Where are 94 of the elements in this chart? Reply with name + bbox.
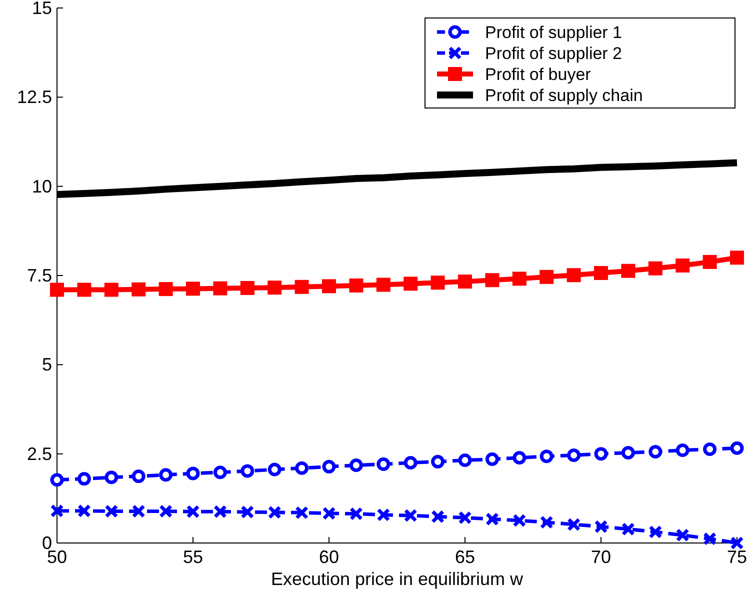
point: [485, 512, 499, 526]
legend-label: Profit of supplier 2: [485, 44, 622, 63]
legend-label: Profit of buyer: [485, 65, 592, 84]
point: [213, 504, 227, 518]
y-tick-label: 10: [32, 176, 52, 196]
point: [648, 444, 662, 458]
point: [566, 268, 581, 282]
point: [322, 279, 336, 294]
point: [512, 272, 526, 286]
point: [540, 516, 554, 530]
x-axis-title: Execution price in equilibrium w: [270, 569, 524, 589]
point: [730, 536, 744, 550]
point: [404, 456, 418, 470]
point: [404, 276, 418, 291]
point: [159, 468, 173, 482]
point: [621, 446, 635, 460]
point: [676, 528, 690, 542]
point: [567, 518, 581, 532]
point: [213, 466, 227, 480]
y-tick-label: 15: [32, 0, 52, 18]
point: [349, 278, 364, 292]
point: [186, 504, 200, 518]
point: [376, 508, 390, 522]
x-tick-label: 60: [318, 547, 340, 567]
y-tick-label: 2.5: [26, 444, 52, 464]
legend-label: Profit of supply chain: [485, 86, 643, 105]
point: [458, 510, 472, 524]
point: [540, 270, 554, 284]
point: [512, 514, 526, 528]
point: [213, 281, 228, 296]
point: [349, 458, 363, 472]
point: [104, 504, 118, 518]
point: [295, 506, 309, 520]
point: [458, 454, 472, 468]
point: [132, 282, 146, 296]
point: [567, 448, 581, 462]
point: [676, 258, 690, 273]
point: [703, 532, 717, 546]
point: [730, 250, 744, 265]
point: [50, 473, 64, 487]
point: [77, 504, 91, 518]
point: [77, 472, 91, 486]
point: [702, 254, 717, 269]
point: [349, 507, 363, 521]
point: [485, 452, 499, 466]
x-tick-label: 65: [454, 547, 476, 567]
point: [594, 520, 608, 534]
point: [404, 508, 418, 522]
point: [621, 522, 635, 536]
point: [240, 464, 254, 478]
point: [322, 460, 336, 474]
point: [431, 454, 445, 468]
y-tick-label: 12.5: [16, 87, 52, 108]
point: [594, 447, 608, 461]
point: [322, 506, 336, 520]
point: [132, 470, 146, 484]
point: [648, 525, 662, 539]
point: [240, 505, 254, 519]
point: [730, 441, 744, 455]
point: [268, 280, 282, 295]
point: [431, 510, 445, 524]
point: [594, 266, 608, 280]
x-tick-label: 55: [182, 547, 204, 567]
point: [104, 282, 118, 297]
point: [158, 282, 173, 296]
point: [240, 280, 254, 295]
point: [512, 451, 526, 465]
y-tick-label: 7.5: [26, 266, 52, 286]
point: [295, 461, 309, 475]
point: [268, 506, 282, 520]
point: [376, 278, 390, 292]
point: [186, 282, 200, 296]
point: [458, 274, 472, 289]
point: [159, 504, 173, 518]
legend-label: Profit of supplier 1: [485, 23, 622, 42]
point: [621, 264, 636, 278]
point: [50, 504, 64, 518]
point: [540, 450, 554, 464]
point: [268, 462, 282, 476]
x-tick-label: 75: [726, 547, 748, 567]
y-tick-label: 5: [42, 354, 52, 375]
point: [104, 470, 118, 484]
point: [376, 457, 390, 471]
point: [132, 504, 146, 518]
point: [703, 442, 717, 456]
x-tick-label: 70: [590, 547, 612, 567]
point: [430, 276, 445, 290]
point: [77, 282, 92, 297]
point: [50, 282, 64, 297]
point: [648, 261, 662, 276]
point: [186, 466, 200, 480]
point: [676, 444, 690, 458]
point: [485, 273, 500, 288]
point: [294, 280, 309, 294]
